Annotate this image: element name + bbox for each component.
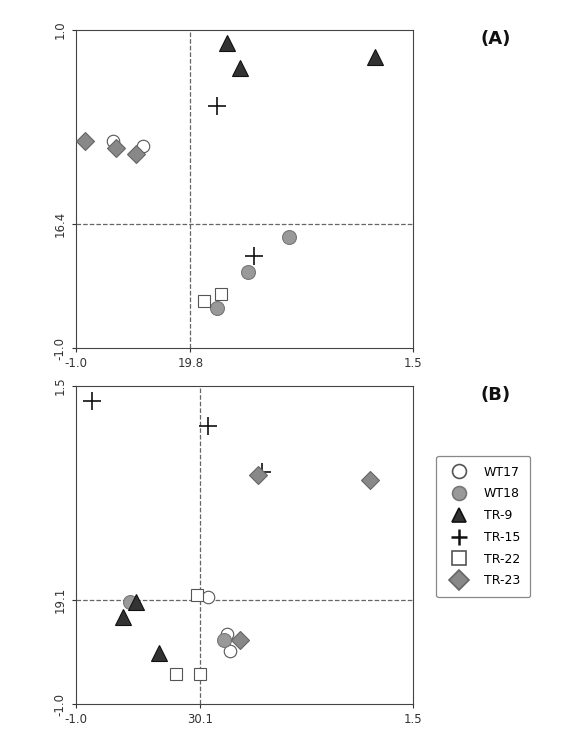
Text: (A): (A) <box>481 30 511 48</box>
Legend: WT17, WT18, TR-9, TR-15, TR-22, TR-23: WT17, WT18, TR-9, TR-15, TR-22, TR-23 <box>436 455 530 598</box>
Text: (B): (B) <box>481 386 511 404</box>
